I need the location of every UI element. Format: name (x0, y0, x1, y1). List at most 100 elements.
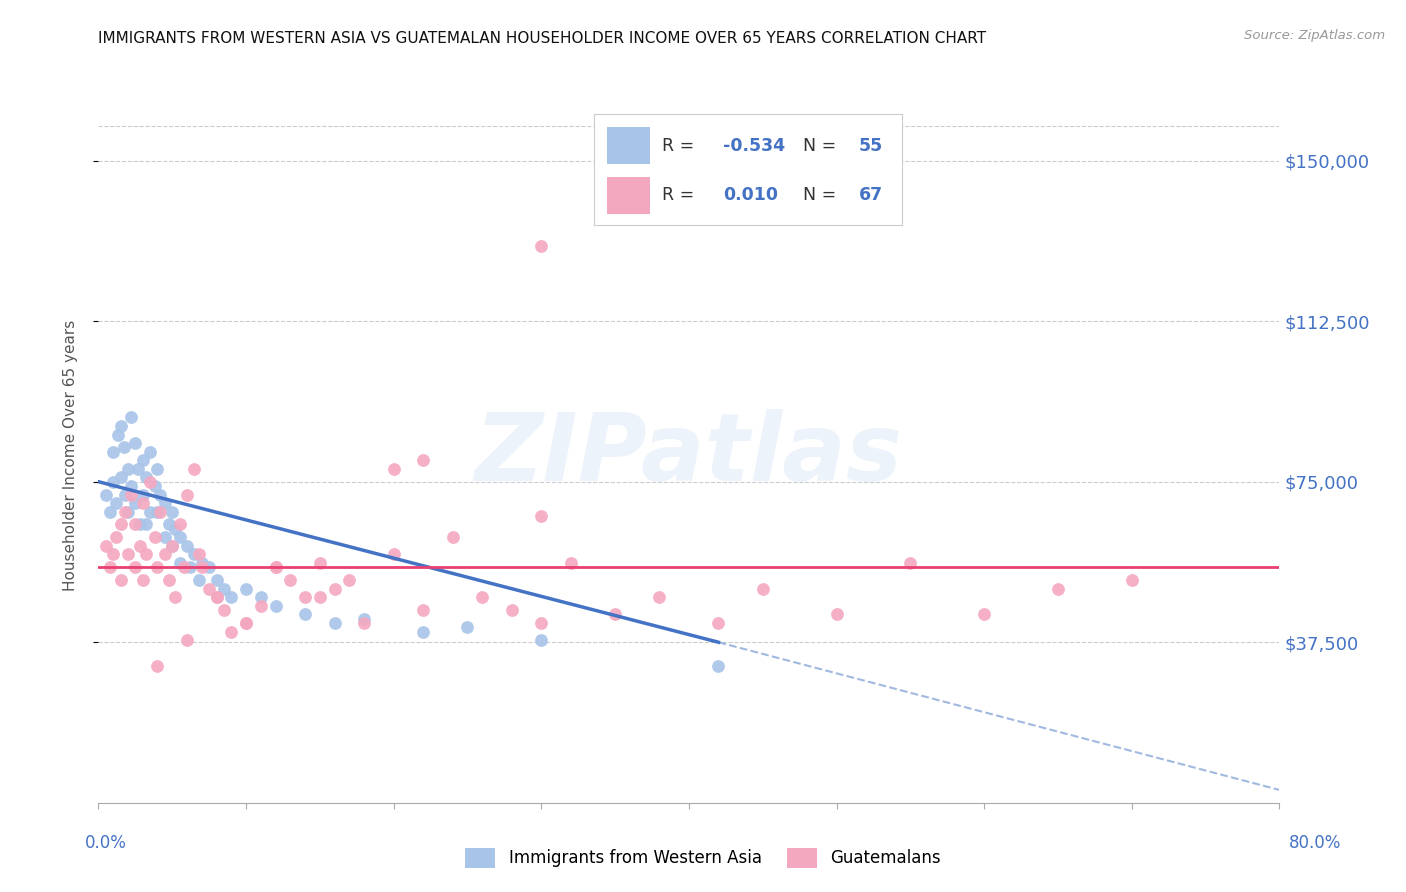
Point (94, 539, 117, 553)
Point (169, 517, 191, 532)
Point (165, 522, 187, 536)
Point (205, 591, 228, 605)
Point (120, 479, 142, 493)
Point (94, 487, 117, 501)
Point (135, 548, 157, 562)
Point (1121, 573, 1143, 587)
Point (219, 591, 242, 605)
Point (162, 539, 183, 553)
Point (103, 475, 125, 489)
Point (120, 410, 142, 425)
Text: IMMIGRANTS FROM WESTERN ASIA VS GUATEMALAN HOUSEHOLDER INCOME OVER 65 YEARS CORR: IMMIGRANTS FROM WESTERN ASIA VS GUATEMAL… (98, 31, 987, 46)
Point (187, 548, 209, 562)
Point (198, 582, 221, 596)
Point (235, 615, 257, 630)
Point (530, 508, 553, 523)
Point (176, 633, 198, 648)
Point (412, 453, 434, 467)
Point (235, 582, 257, 596)
Point (707, 615, 730, 630)
Point (127, 462, 149, 476)
Point (176, 487, 198, 501)
Point (294, 591, 316, 605)
Point (153, 548, 176, 562)
Point (973, 607, 995, 622)
Point (124, 517, 146, 532)
Point (169, 556, 191, 570)
Point (187, 573, 209, 587)
Point (146, 505, 169, 519)
Point (183, 462, 205, 476)
Point (124, 560, 146, 574)
Point (103, 548, 125, 562)
Point (173, 560, 195, 574)
Point (117, 548, 139, 562)
Point (179, 560, 201, 574)
Point (250, 591, 273, 605)
Text: Source: ZipAtlas.com: Source: ZipAtlas.com (1244, 29, 1385, 42)
Point (149, 505, 172, 519)
Point (124, 496, 146, 510)
Point (139, 505, 162, 519)
Point (294, 607, 316, 622)
Point (157, 517, 180, 532)
Y-axis label: Householder Income Over 65 years: Householder Income Over 65 years (63, 319, 77, 591)
Point (153, 496, 176, 510)
Point (135, 517, 157, 532)
Point (353, 612, 375, 626)
Point (153, 530, 176, 544)
Point (149, 487, 172, 501)
Point (105, 496, 128, 510)
Point (146, 462, 169, 476)
Point (110, 573, 132, 587)
Point (132, 496, 155, 510)
Point (530, 615, 553, 630)
Point (205, 573, 228, 587)
Point (112, 441, 135, 455)
Text: ZIPatlas: ZIPatlas (475, 409, 903, 501)
Point (751, 582, 773, 596)
Point (162, 539, 183, 553)
Point (212, 603, 235, 617)
Point (323, 615, 346, 630)
Point (1046, 582, 1069, 596)
Point (191, 556, 214, 570)
Point (169, 530, 191, 544)
Point (250, 599, 273, 613)
Point (412, 603, 434, 617)
Point (309, 591, 332, 605)
Point (132, 573, 155, 587)
Point (501, 603, 523, 617)
Point (560, 556, 582, 570)
Point (162, 505, 183, 519)
Point (605, 607, 627, 622)
Point (707, 658, 730, 673)
Point (264, 599, 287, 613)
Point (98, 560, 121, 574)
Point (132, 453, 155, 467)
Point (105, 530, 128, 544)
Point (648, 591, 671, 605)
Point (114, 505, 136, 519)
Point (456, 620, 478, 634)
Point (165, 591, 187, 605)
Point (139, 475, 162, 489)
Point (146, 658, 169, 673)
Point (339, 573, 360, 587)
Point (117, 462, 139, 476)
Point (825, 607, 848, 622)
Point (530, 633, 553, 648)
Point (382, 462, 405, 476)
Point (212, 582, 235, 596)
Point (146, 560, 169, 574)
Point (412, 624, 434, 639)
Point (235, 615, 257, 630)
Point (198, 560, 221, 574)
Point (157, 573, 180, 587)
Point (128, 539, 150, 553)
Point (183, 548, 205, 562)
Point (139, 444, 162, 458)
Text: 80.0%: 80.0% (1288, 834, 1341, 852)
Point (471, 591, 494, 605)
Point (132, 487, 155, 501)
